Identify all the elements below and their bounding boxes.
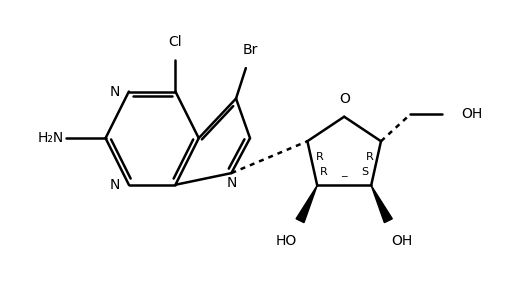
Polygon shape (371, 185, 392, 223)
Text: R: R (316, 152, 324, 162)
Text: R: R (366, 152, 374, 162)
Polygon shape (296, 185, 317, 223)
Text: _: _ (341, 166, 347, 177)
Text: OH: OH (392, 234, 413, 248)
Text: N: N (110, 178, 120, 192)
Text: N: N (110, 85, 120, 98)
Text: O: O (339, 92, 349, 106)
Text: R: R (320, 166, 327, 177)
Text: HO: HO (276, 234, 297, 248)
Text: N: N (226, 176, 237, 190)
Text: H₂N: H₂N (37, 131, 64, 145)
Text: Cl: Cl (169, 35, 182, 49)
Text: OH: OH (461, 107, 482, 121)
Text: S: S (362, 166, 369, 177)
Text: Br: Br (243, 43, 258, 57)
